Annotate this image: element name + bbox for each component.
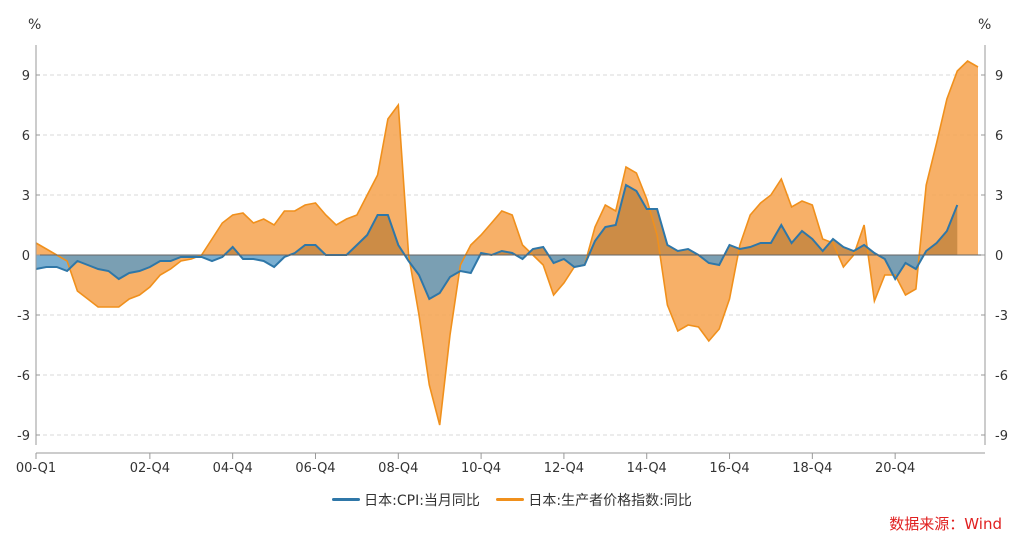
x-tick-label: 14-Q4 — [627, 461, 667, 476]
ppi-line — [35, 60, 979, 426]
left-tick-label: 3 — [22, 189, 30, 204]
left-tick-label: 9 — [22, 69, 30, 84]
right-tick-label: 3 — [995, 189, 1003, 204]
cpi-area-above-zero — [36, 185, 958, 255]
legend-swatch-cpi — [332, 498, 361, 501]
legend-item-ppi[interactable]: 日本:生产者价格指数:同比 — [496, 490, 692, 510]
right-y-tick-labels: 9 6 3 0 -3 -6 -9 — [981, 69, 1008, 444]
right-tick-label: 6 — [995, 129, 1003, 144]
x-tick-label: 12-Q4 — [544, 461, 584, 476]
left-unit-label: % — [28, 17, 41, 33]
left-tick-label: 6 — [22, 129, 30, 144]
cpi-line — [35, 183, 959, 301]
right-tick-label: 9 — [995, 69, 1003, 84]
chart: % % 9 6 3 0 -3 -6 -9 9 6 3 0 -3 -6 -9 00-Q1 02-Q4 04-Q… — [16, 17, 1008, 476]
x-tick-label: 04-Q4 — [213, 461, 253, 476]
legend-item-cpi[interactable]: 日本:CPI:当月同比 — [332, 490, 480, 510]
data-source-note: 数据来源：Wind — [889, 515, 1002, 533]
plot-areas — [35, 60, 979, 426]
left-tick-label: -6 — [17, 369, 30, 384]
legend-swatch-ppi — [496, 498, 525, 501]
x-tick-label: 16-Q4 — [709, 461, 749, 476]
axes — [35, 45, 986, 454]
left-tick-label: -3 — [17, 309, 30, 324]
left-y-tick-labels: 9 6 3 0 -3 -6 -9 — [17, 69, 40, 444]
right-unit-label: % — [978, 17, 991, 33]
x-tick-label: 00-Q1 — [16, 461, 56, 476]
x-tick-label: 02-Q4 — [130, 461, 170, 476]
cpi-area-below-zero — [36, 255, 958, 299]
x-tick-label: 06-Q4 — [295, 461, 335, 476]
left-tick-label: -9 — [17, 429, 30, 444]
left-tick-label: 0 — [22, 249, 30, 264]
legend-label-ppi: 日本:生产者价格指数:同比 — [528, 492, 692, 509]
right-tick-label: -9 — [995, 429, 1008, 444]
x-tick-label: 08-Q4 — [378, 461, 418, 476]
ppi-area — [36, 61, 978, 425]
right-tick-label: -6 — [995, 369, 1008, 384]
right-tick-label: -3 — [995, 309, 1008, 324]
x-tick-label: 10-Q4 — [461, 461, 501, 476]
x-tick-labels: 00-Q1 02-Q4 04-Q4 06-Q4 08-Q4 10-Q4 12-Q4 14-Q4… — [16, 453, 915, 476]
right-tick-label: 0 — [995, 249, 1003, 264]
legend: 日本:CPI:当月同比 日本:生产者价格指数:同比 — [0, 489, 1024, 510]
x-tick-label: 20-Q4 — [875, 461, 915, 476]
legend-label-cpi: 日本:CPI:当月同比 — [364, 492, 480, 509]
x-tick-label: 18-Q4 — [792, 461, 832, 476]
